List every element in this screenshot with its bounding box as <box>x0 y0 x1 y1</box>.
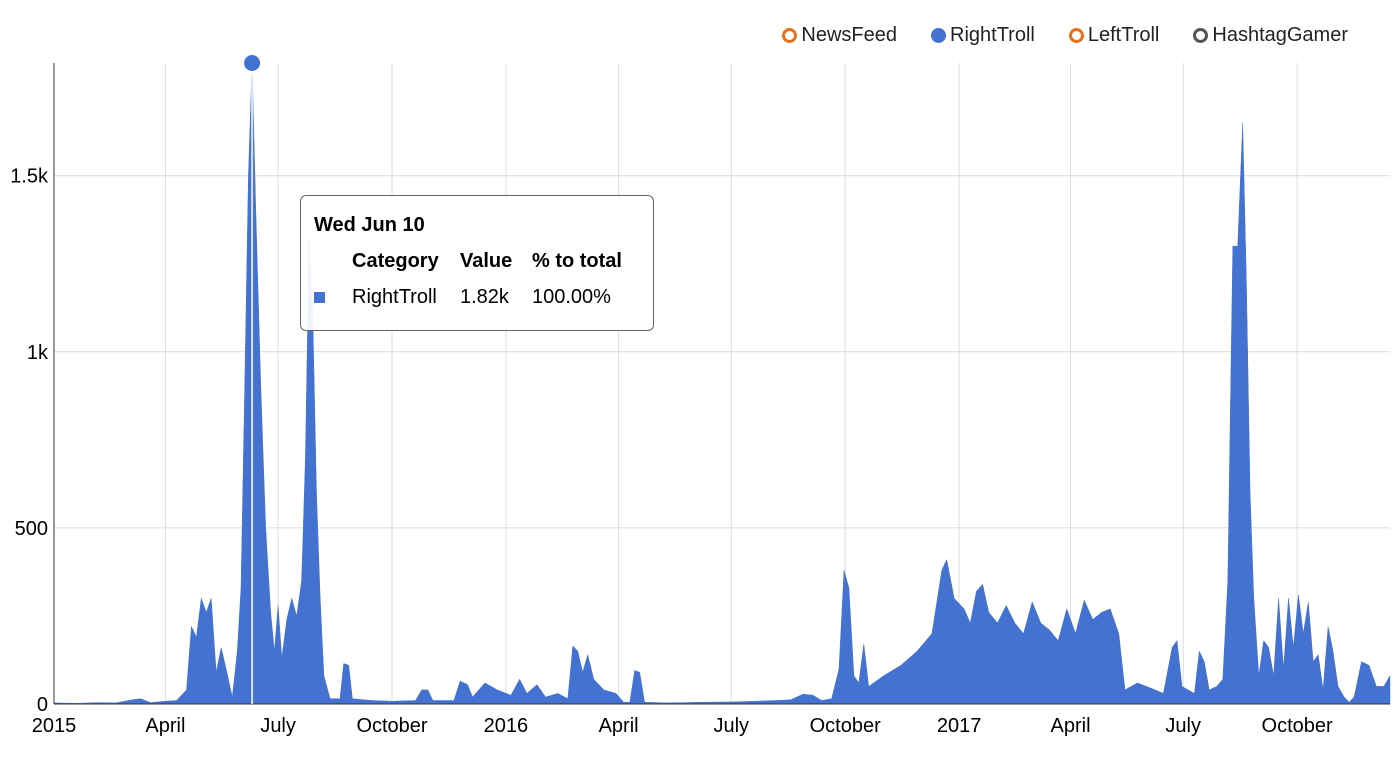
tooltip-category: RightTroll <box>352 286 437 308</box>
legend-marker-hashtaggamer <box>1193 28 1209 43</box>
x-tick-label: October <box>1262 715 1333 737</box>
y-tick-label: 1.5k <box>10 166 49 188</box>
tooltip-header-value: Value <box>460 250 513 272</box>
x-tick-label: 2015 <box>32 715 77 737</box>
tooltip-header-category: Category <box>352 250 439 272</box>
legend-marker-righttroll <box>931 28 947 43</box>
legend-item-newsfeed[interactable]: NewsFeed <box>782 24 897 47</box>
x-tick-label: October <box>810 715 881 737</box>
legend-item-righttroll[interactable]: RightTroll <box>931 24 1035 47</box>
y-tick-label: 1k <box>27 342 49 364</box>
legend-label-lefttroll: LeftTroll <box>1087 24 1160 46</box>
legend-label-righttroll: RightTroll <box>950 24 1035 46</box>
legend-label-newsfeed: NewsFeed <box>801 24 898 46</box>
x-tick-label: April <box>1051 715 1091 737</box>
highlight-point <box>242 53 263 73</box>
x-tick-label: April <box>145 715 185 737</box>
tooltip-percent: 100.00% <box>532 286 611 308</box>
legend-marker-lefttroll <box>1068 28 1084 43</box>
y-tick-label: 0 <box>37 694 48 716</box>
x-tick-label: 2017 <box>937 715 982 737</box>
legend-marker-newsfeed <box>782 28 798 43</box>
legend-item-lefttroll[interactable]: LeftTroll <box>1068 24 1160 47</box>
tooltip-date: Wed Jun 10 <box>314 214 425 236</box>
x-tick-label: July <box>713 715 749 737</box>
axes: 2015 April July October 2016 April July October… <box>10 63 1390 737</box>
gridlines <box>53 63 1390 704</box>
area-righttroll <box>53 62 1391 705</box>
tooltip-data-row: RightTroll 1.82k 100.00% <box>314 286 653 309</box>
tooltip-header-row: Category Value % to total <box>314 250 653 273</box>
legend: NewsFeed RightTroll LeftTroll HashtagGam… <box>782 24 1348 47</box>
x-tick-label: April <box>599 715 639 737</box>
tooltip-value: 1.82k <box>460 286 509 308</box>
x-tick-label: July <box>1165 715 1201 737</box>
tooltip-swatch <box>314 292 325 303</box>
legend-label-hashtaggamer: HashtagGamer <box>1212 24 1348 46</box>
x-tick-label: 2016 <box>484 715 529 737</box>
x-tick-label: October <box>356 715 427 737</box>
x-tick-label: July <box>260 715 296 737</box>
chart-tooltip: Wed Jun 10 Category Value % to total Rig… <box>300 195 654 331</box>
hover-highlight <box>242 53 263 704</box>
y-tick-label: 500 <box>15 518 48 540</box>
tooltip-header-percent: % to total <box>532 250 622 272</box>
series-layer <box>53 62 1391 705</box>
legend-item-hashtaggamer[interactable]: HashtagGamer <box>1193 24 1348 47</box>
